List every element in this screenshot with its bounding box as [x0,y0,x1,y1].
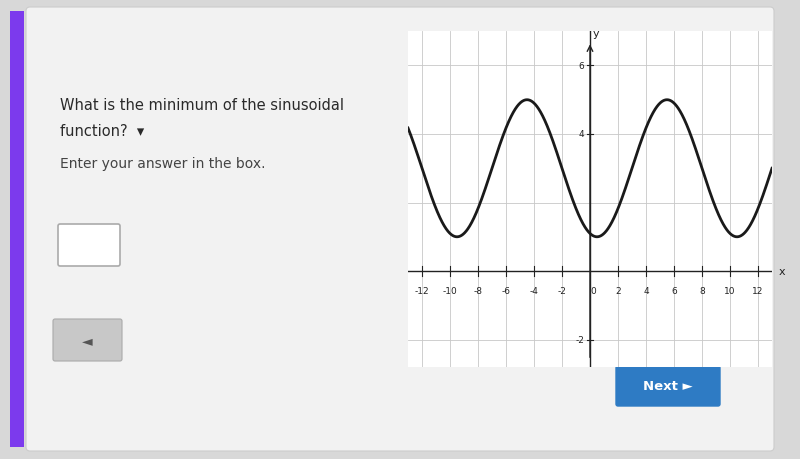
FancyBboxPatch shape [26,8,774,451]
Text: -2: -2 [558,287,566,296]
Text: ◄: ◄ [82,333,92,347]
Text: 4: 4 [643,287,649,296]
Bar [10,12,24,447]
Text: 10: 10 [724,287,736,296]
FancyBboxPatch shape [58,224,120,266]
Text: x: x [779,267,786,276]
Text: 0: 0 [590,287,596,296]
Text: Enter your answer in the box.: Enter your answer in the box. [60,157,266,171]
Text: 8: 8 [699,287,705,296]
Text: 12: 12 [752,287,764,296]
Text: Next ►: Next ► [643,380,693,392]
FancyBboxPatch shape [53,319,122,361]
Text: -10: -10 [442,287,458,296]
Text: 6: 6 [578,62,584,71]
Text: What is the minimum of the sinusoidal: What is the minimum of the sinusoidal [60,97,344,112]
Text: -2: -2 [575,336,584,344]
Text: function?  ▾: function? ▾ [60,124,144,139]
Text: y: y [592,29,599,39]
Text: 6: 6 [671,287,677,296]
Text: 2: 2 [615,287,621,296]
Text: -4: -4 [530,287,538,296]
Text: -6: -6 [502,287,510,296]
FancyBboxPatch shape [616,366,720,406]
Text: 4: 4 [578,130,584,139]
Text: -12: -12 [414,287,430,296]
Text: -8: -8 [474,287,482,296]
